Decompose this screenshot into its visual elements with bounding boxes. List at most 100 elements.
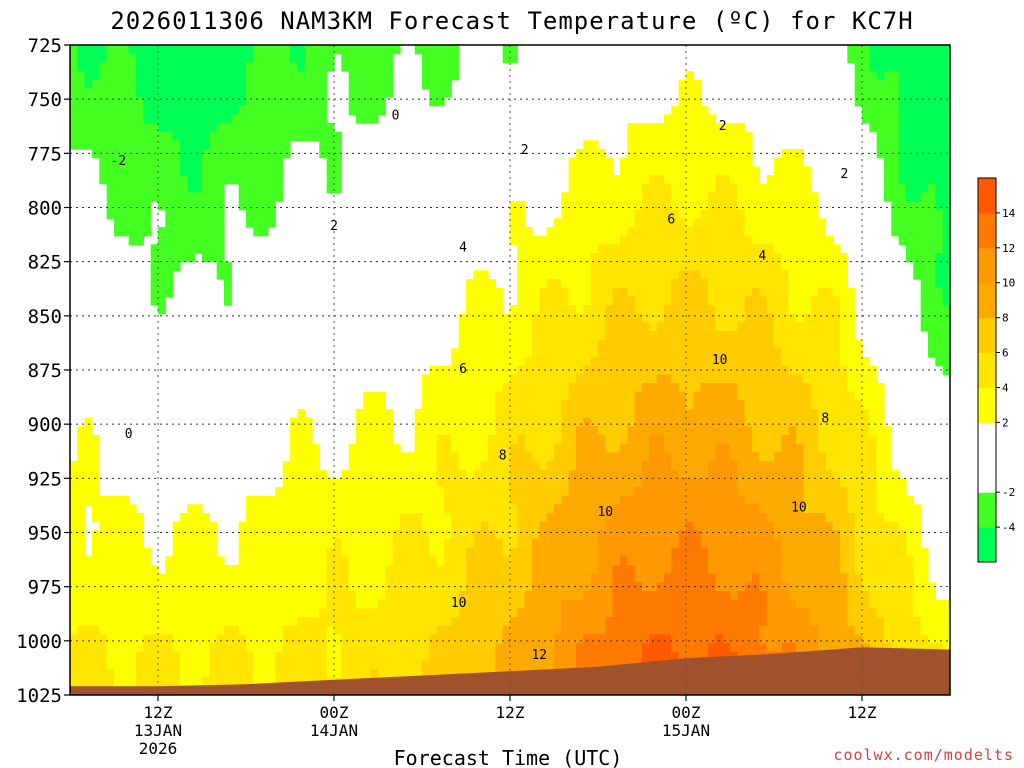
temperature-cell: [268, 62, 276, 72]
temperature-cell: [693, 348, 702, 358]
temperature-cell: [253, 192, 262, 202]
temperature-cell: [656, 140, 665, 150]
temperature-cell: [282, 573, 291, 583]
temperature-cell: [634, 417, 643, 427]
temperature-cell: [766, 374, 775, 384]
temperature-cell: [121, 53, 130, 63]
temperature-cell: [422, 62, 430, 72]
temperature-cell: [363, 53, 372, 63]
temperature-cell: [216, 183, 225, 193]
temperature-cell: [693, 565, 702, 575]
temperature-cell: [649, 270, 658, 280]
temperature-cell: [664, 539, 672, 549]
temperature-cell: [370, 426, 379, 436]
temperature-cell: [400, 478, 408, 488]
temperature-cell: [752, 279, 760, 289]
temperature-cell: [722, 331, 731, 341]
temperature-cell: [334, 643, 342, 653]
temperature-cell: [730, 504, 738, 514]
temperature-cell: [414, 521, 423, 531]
temperature-cell: [312, 88, 320, 98]
temperature-cell: [334, 625, 342, 635]
temperature-cell: [246, 79, 254, 89]
temperature-cell: [715, 287, 724, 297]
temperature-cell: [693, 608, 702, 618]
temperature-cell: [627, 322, 636, 332]
temperature-cell: [693, 218, 702, 228]
temperature-cell: [363, 582, 372, 592]
temperature-cell: [128, 556, 137, 566]
temperature-cell: [532, 530, 540, 540]
temperature-cell: [172, 608, 181, 618]
temperature-cell: [436, 71, 445, 81]
temperature-cell: [326, 669, 335, 679]
temperature-cell: [158, 114, 166, 124]
temperature-cell: [620, 383, 628, 393]
temperature-cell: [444, 417, 452, 427]
temperature-cell: [634, 625, 643, 635]
temperature-cell: [583, 634, 592, 644]
temperature-cell: [649, 504, 658, 514]
temperature-cell: [282, 565, 291, 575]
temperature-cell: [400, 643, 408, 653]
temperature-cell: [458, 443, 467, 453]
temperature-cell: [708, 452, 716, 462]
temperature-cell: [693, 244, 702, 254]
temperature-cell: [517, 573, 526, 583]
temperature-cell: [334, 157, 342, 167]
temperature-cell: [664, 530, 672, 540]
temperature-cell: [128, 166, 137, 176]
temperature-cell: [268, 599, 276, 609]
temperature-cell: [246, 495, 254, 505]
temperature-cell: [92, 634, 100, 644]
temperature-cell: [774, 218, 782, 228]
temperature-cell: [671, 192, 680, 202]
temperature-cell: [730, 461, 738, 471]
temperature-cell: [106, 62, 115, 72]
temperature-cell: [290, 625, 298, 635]
temperature-cell: [612, 357, 621, 367]
temperature-cell: [136, 235, 144, 245]
temperature-cell: [686, 651, 694, 661]
temperature-cell: [649, 227, 658, 237]
temperature-cell: [693, 209, 702, 219]
temperature-cell: [781, 253, 790, 263]
temperature-cell: [752, 495, 760, 505]
temperature-cell: [451, 62, 460, 72]
temperature-cell: [524, 591, 533, 601]
temperature-cell: [781, 591, 790, 601]
temperature-cell: [275, 131, 284, 141]
temperature-cell: [759, 261, 768, 271]
temperature-cell: [715, 443, 724, 453]
temperature-cell: [627, 617, 636, 627]
temperature-cell: [209, 677, 218, 687]
temperature-cell: [759, 539, 768, 549]
temperature-cell: [136, 114, 144, 124]
temperature-cell: [744, 634, 753, 644]
temperature-cell: [568, 521, 577, 531]
temperature-cell: [495, 530, 504, 540]
temperature-cell: [612, 426, 621, 436]
temperature-cell: [260, 495, 269, 505]
temperature-cell: [539, 296, 548, 306]
temperature-cell: [326, 591, 335, 601]
temperature-cell: [737, 123, 746, 133]
temperature-cell: [524, 227, 533, 237]
temperature-cell: [92, 435, 100, 445]
temperature-cell: [590, 400, 599, 410]
temperature-cell: [158, 157, 166, 167]
temperature-cell: [502, 409, 511, 419]
temperature-cell: [290, 617, 298, 627]
temperature-cell: [796, 348, 804, 358]
temperature-cell: [620, 547, 628, 557]
temperature-cell: [590, 287, 599, 297]
temperature-cell: [759, 495, 768, 505]
temperature-cell: [275, 487, 284, 497]
temperature-cell: [275, 660, 284, 670]
temperature-cell: [752, 547, 760, 557]
temperature-cell: [473, 357, 482, 367]
temperature-cell: [304, 504, 313, 514]
temperature-cell: [737, 339, 746, 349]
temperature-cell: [77, 539, 86, 549]
temperature-cell: [744, 643, 753, 653]
